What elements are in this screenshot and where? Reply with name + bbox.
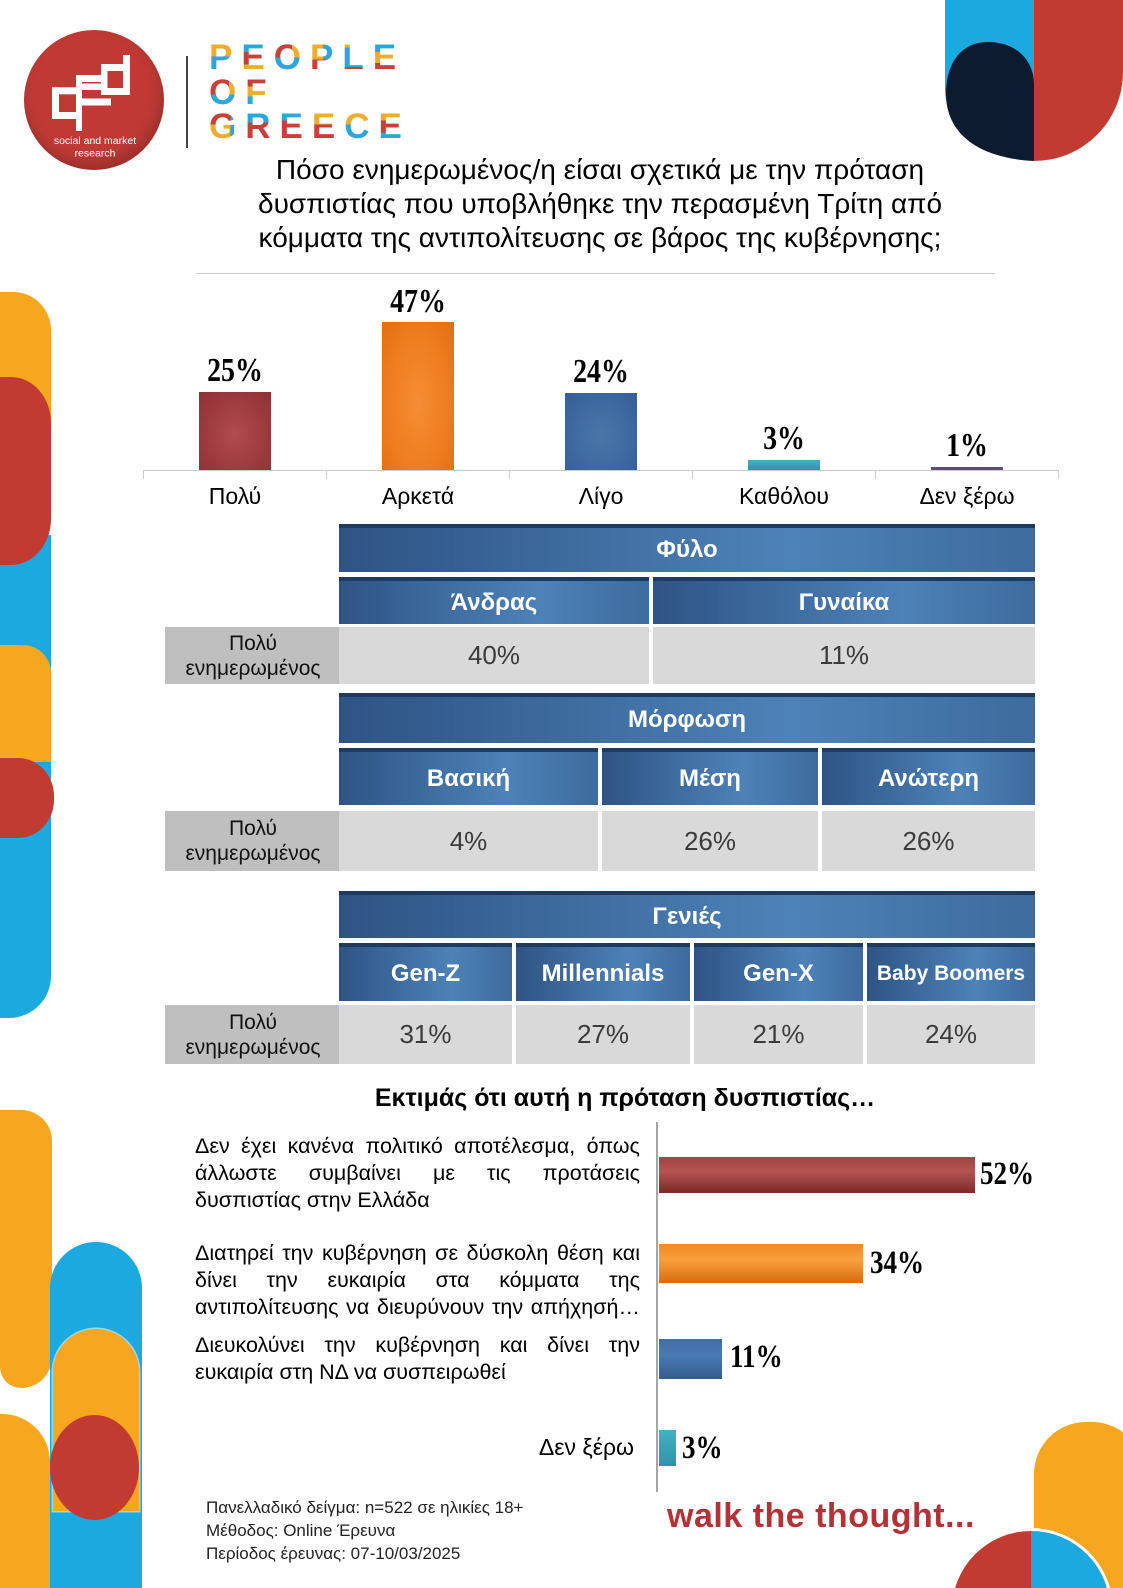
svg-text:social and market: social and market xyxy=(54,135,136,147)
svg-text:research: research xyxy=(75,148,116,160)
